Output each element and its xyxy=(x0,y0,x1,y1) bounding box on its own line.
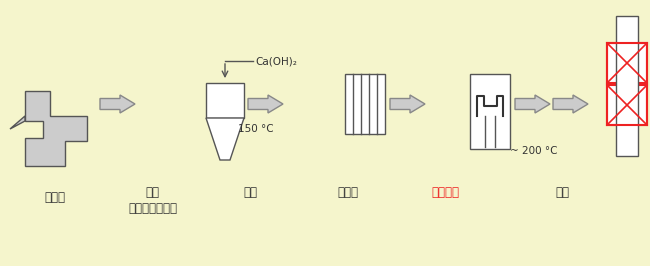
Bar xyxy=(345,74,385,134)
Text: Ca(OH)₂: Ca(OH)₂ xyxy=(255,56,297,66)
Text: ~ 200 °C: ~ 200 °C xyxy=(510,146,558,156)
Text: 脱硝触媒: 脱硝触媒 xyxy=(431,186,460,199)
Text: 150 °C: 150 °C xyxy=(238,124,274,134)
Polygon shape xyxy=(25,91,87,166)
Bar xyxy=(206,83,244,118)
Bar xyxy=(607,43,647,125)
Text: 煙突: 煙突 xyxy=(555,186,569,199)
Polygon shape xyxy=(515,95,550,113)
Bar xyxy=(616,16,638,156)
Bar xyxy=(607,43,647,83)
Polygon shape xyxy=(10,116,25,129)
Text: 冷却
カルシウム吹込: 冷却 カルシウム吹込 xyxy=(128,186,177,215)
Polygon shape xyxy=(248,95,283,113)
Bar xyxy=(470,73,510,148)
Text: 焼却炉: 焼却炉 xyxy=(45,191,66,204)
Polygon shape xyxy=(100,95,135,113)
Polygon shape xyxy=(206,118,244,160)
Polygon shape xyxy=(553,95,588,113)
Polygon shape xyxy=(390,95,425,113)
Text: 集塨: 集塨 xyxy=(243,186,257,199)
Text: 再加熱: 再加熱 xyxy=(337,186,358,199)
Bar xyxy=(607,85,647,125)
